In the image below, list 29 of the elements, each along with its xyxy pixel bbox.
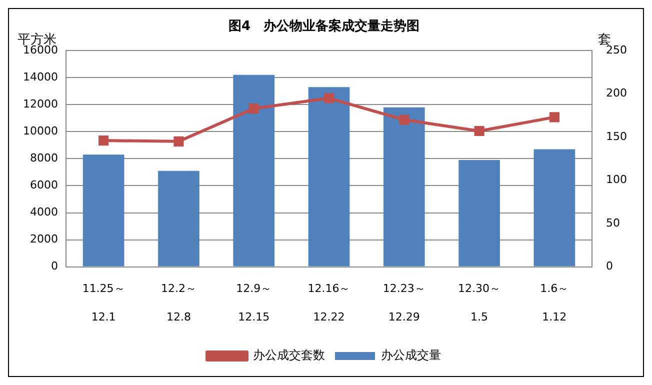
- bar: [458, 160, 500, 266]
- y-tick-label: 0: [50, 260, 58, 273]
- point: [549, 112, 560, 122]
- y2-tick-label: 200: [606, 86, 628, 100]
- point: [174, 136, 184, 146]
- point: [399, 114, 410, 125]
- y2-tick-label: 0: [606, 260, 614, 273]
- y-tick-label: 10000: [22, 124, 58, 138]
- y2-tick-label: 50: [606, 216, 620, 230]
- bar: [383, 107, 425, 266]
- point: [474, 126, 484, 136]
- bar: [158, 170, 200, 266]
- y2-tick-label: 100: [606, 173, 628, 186]
- y-tick-label: 2000: [30, 232, 58, 246]
- y-tick-label: 4000: [30, 206, 58, 219]
- bar: [82, 154, 124, 266]
- chart-title: 图4 办公物业备案成交量走势图: [228, 18, 420, 34]
- bar: [233, 74, 275, 266]
- y-tick-label: 6000: [30, 178, 58, 192]
- y-tick-label: 8000: [30, 152, 58, 165]
- point: [248, 104, 259, 114]
- y-tick-label: 12000: [22, 98, 58, 111]
- bar: [534, 149, 576, 266]
- point: [324, 93, 334, 104]
- legend-label: 办公成交套数: [253, 348, 325, 362]
- bar: [308, 87, 350, 266]
- point: [98, 136, 109, 146]
- y-tick-label: 14000: [22, 70, 58, 84]
- y2-tick-label: 150: [606, 130, 628, 143]
